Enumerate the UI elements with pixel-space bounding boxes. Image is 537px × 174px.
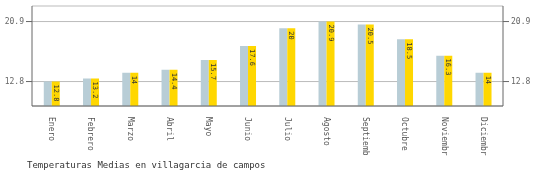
svg-text:Octubre: Octubre (400, 117, 409, 151)
svg-text:Enero: Enero (47, 117, 56, 141)
svg-text:16.3: 16.3 (444, 59, 452, 76)
svg-text:18.5: 18.5 (405, 42, 413, 59)
svg-text:13.2: 13.2 (91, 82, 99, 99)
html-text:Temperaturas Medias en villaga: Temperaturas Medias en villagarcia de ca… (27, 160, 266, 170)
svg-text:Noviembre: Noviembre (440, 117, 449, 156)
svg-text:Febrero: Febrero (86, 117, 95, 151)
svg-text:12.8: 12.8 (52, 85, 60, 102)
svg-text:Julio: Julio (283, 117, 292, 141)
svg-text:Junio: Junio (243, 117, 252, 141)
svg-text:20.9: 20.9 (327, 25, 335, 42)
svg-text:20.9: 20.9 (8, 17, 24, 26)
svg-text:20.9: 20.9 (511, 17, 529, 26)
svg-text:12.8: 12.8 (511, 77, 529, 86)
svg-text:Abril: Abril (165, 117, 174, 141)
svg-text:Marzo: Marzo (126, 117, 135, 141)
svg-text:Mayo: Mayo (204, 117, 213, 136)
svg-text:20: 20 (287, 31, 295, 39)
svg-text:20.5: 20.5 (366, 28, 374, 45)
svg-text:14.4: 14.4 (170, 73, 178, 90)
svg-text:14: 14 (484, 76, 492, 84)
svg-text:Agosto: Agosto (322, 117, 331, 146)
svg-text:12.8: 12.8 (8, 77, 24, 86)
svg-text:Diciembre: Diciembre (479, 117, 488, 156)
svg-text:15.7: 15.7 (209, 63, 217, 80)
svg-text:Septiembre: Septiembre (361, 117, 370, 156)
svg-text:14: 14 (130, 76, 138, 84)
svg-text:17.6: 17.6 (248, 49, 256, 66)
